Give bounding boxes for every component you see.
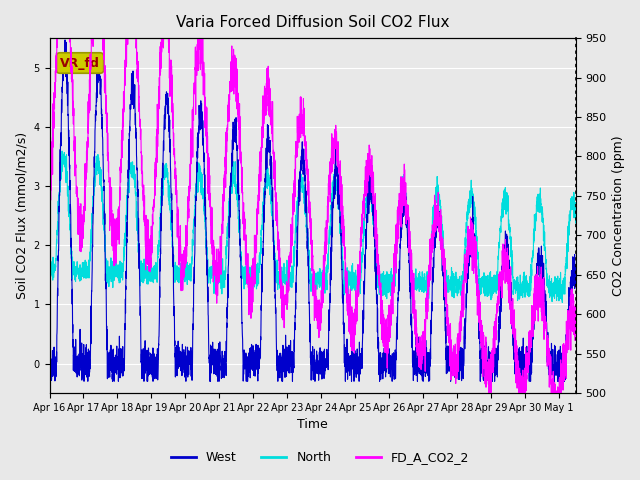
Y-axis label: Soil CO2 Flux (mmol/m2/s): Soil CO2 Flux (mmol/m2/s) — [15, 132, 28, 299]
Title: Varia Forced Diffusion Soil CO2 Flux: Varia Forced Diffusion Soil CO2 Flux — [176, 15, 449, 30]
Legend: West, North, FD_A_CO2_2: West, North, FD_A_CO2_2 — [166, 446, 474, 469]
Text: VR_fd: VR_fd — [60, 57, 100, 70]
X-axis label: Time: Time — [297, 419, 328, 432]
Y-axis label: CO2 Concentration (ppm): CO2 Concentration (ppm) — [612, 135, 625, 296]
